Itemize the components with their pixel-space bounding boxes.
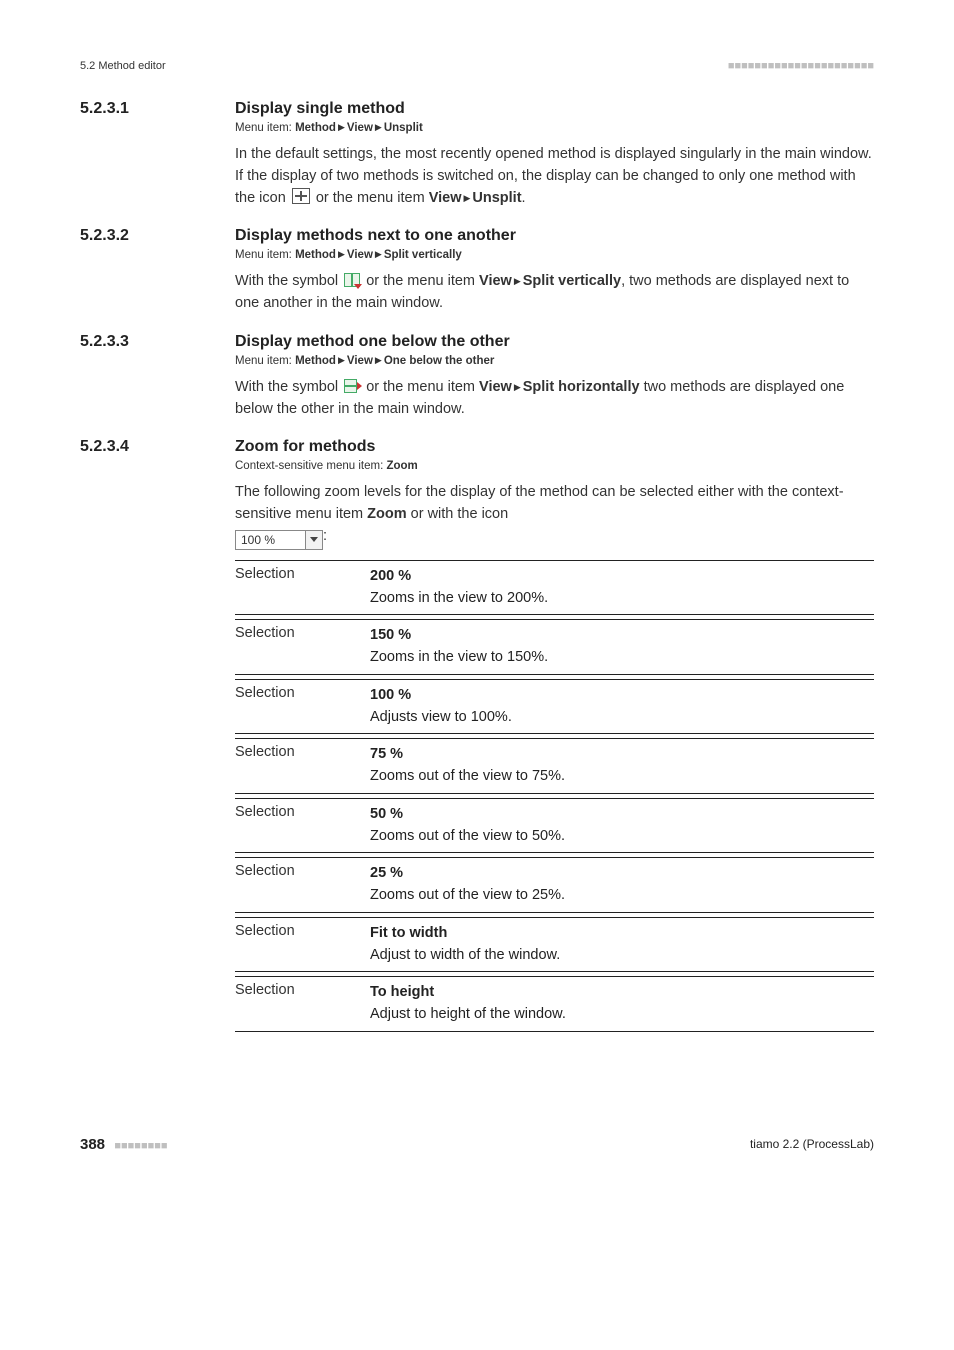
menu-path: Context-sensitive menu item: Zoom xyxy=(235,460,874,472)
footer-ticks: ■■■■■■■■ xyxy=(114,1140,167,1152)
paragraph: In the default settings, the most recent… xyxy=(235,144,874,209)
paragraph: With the symbol or the menu item View▶Sp… xyxy=(235,271,874,315)
selection-value: 150 %Zooms in the view to 150%. xyxy=(370,620,874,675)
selection-value: 200 %Zooms in the view to 200%. xyxy=(370,560,874,615)
triangle-icon: ▶ xyxy=(373,249,384,259)
selection-key: Selection xyxy=(235,739,370,794)
selection-value: Fit to widthAdjust to width of the windo… xyxy=(370,917,874,972)
header-ticks: ■■■■■■■■■■■■■■■■■■■■■■ xyxy=(728,60,874,72)
triangle-icon: ▶ xyxy=(373,355,384,365)
selection-value: To heightAdjust to height of the window. xyxy=(370,977,874,1032)
selection-key: Selection xyxy=(235,977,370,1032)
section-heading: 5.2.3.3 Display method one below the oth… xyxy=(80,333,874,351)
footer-product: tiamo 2.2 (ProcessLab) xyxy=(750,1137,874,1151)
selection-key: Selection xyxy=(235,917,370,972)
page-number: 388 xyxy=(80,1136,105,1153)
paragraph: The following zoom levels for the displa… xyxy=(235,482,874,550)
split-horizontal-icon xyxy=(344,379,360,393)
section-number: 5.2.3.2 xyxy=(80,227,235,245)
section-title: Display single method xyxy=(235,100,405,118)
triangle-icon: ▶ xyxy=(512,276,523,286)
section-heading: 5.2.3.4 Zoom for methods xyxy=(80,438,874,456)
menu-path: Menu item: Method▶View▶One below the oth… xyxy=(235,355,874,367)
table-row: Selection100 %Adjusts view to 100%. xyxy=(235,679,874,734)
menu-path: Menu item: Method▶View▶Split vertically xyxy=(235,249,874,261)
zoom-combobox[interactable]: 100 % xyxy=(235,530,323,550)
selection-key: Selection xyxy=(235,679,370,734)
triangle-icon: ▶ xyxy=(461,193,472,203)
triangle-icon: ▶ xyxy=(336,122,347,132)
section-number: 5.2.3.4 xyxy=(80,438,235,456)
header-section: 5.2 Method editor xyxy=(80,60,166,72)
selection-value: 75 %Zooms out of the view to 75%. xyxy=(370,739,874,794)
table-row: Selection50 %Zooms out of the view to 50… xyxy=(235,798,874,853)
triangle-icon: ▶ xyxy=(336,249,347,259)
menu-path: Menu item: Method▶View▶Unsplit xyxy=(235,122,874,134)
table-row: SelectionFit to widthAdjust to width of … xyxy=(235,917,874,972)
selection-value: 50 %Zooms out of the view to 50%. xyxy=(370,798,874,853)
triangle-icon: ▶ xyxy=(512,382,523,392)
section-heading: 5.2.3.2 Display methods next to one anot… xyxy=(80,227,874,245)
unsplit-icon xyxy=(292,188,310,204)
table-row: Selection150 %Zooms in the view to 150%. xyxy=(235,620,874,675)
zoom-value: 100 % xyxy=(236,531,306,549)
selection-value: 100 %Adjusts view to 100%. xyxy=(370,679,874,734)
page-header: 5.2 Method editor ■■■■■■■■■■■■■■■■■■■■■■ xyxy=(80,60,874,72)
selection-key: Selection xyxy=(235,620,370,675)
chevron-down-icon[interactable] xyxy=(306,531,322,549)
table-row: SelectionTo heightAdjust to height of th… xyxy=(235,977,874,1032)
table-row: Selection25 %Zooms out of the view to 25… xyxy=(235,858,874,913)
section-title: Zoom for methods xyxy=(235,438,375,456)
paragraph: With the symbol or the menu item View▶Sp… xyxy=(235,377,874,421)
selection-key: Selection xyxy=(235,560,370,615)
selection-key: Selection xyxy=(235,798,370,853)
table-row: Selection75 %Zooms out of the view to 75… xyxy=(235,739,874,794)
section-title: Display methods next to one another xyxy=(235,227,516,245)
split-vertical-icon xyxy=(344,273,360,287)
section-heading: 5.2.3.1 Display single method xyxy=(80,100,874,118)
triangle-icon: ▶ xyxy=(336,355,347,365)
triangle-icon: ▶ xyxy=(373,122,384,132)
page-footer: 388 ■■■■■■■■ tiamo 2.2 (ProcessLab) xyxy=(80,1136,874,1153)
zoom-levels-table: Selection200 %Zooms in the view to 200%.… xyxy=(235,560,874,1036)
selection-value: 25 %Zooms out of the view to 25%. xyxy=(370,858,874,913)
selection-key: Selection xyxy=(235,858,370,913)
section-number: 5.2.3.3 xyxy=(80,333,235,351)
table-row: Selection200 %Zooms in the view to 200%. xyxy=(235,560,874,615)
section-number: 5.2.3.1 xyxy=(80,100,235,118)
section-title: Display method one below the other xyxy=(235,333,510,351)
